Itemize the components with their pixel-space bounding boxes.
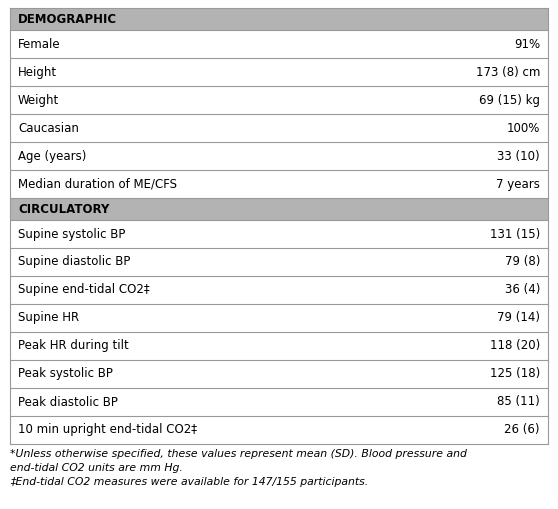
- Bar: [10, 114, 548, 142]
- Bar: [10, 360, 548, 388]
- Bar: [10, 198, 548, 220]
- Text: Female: Female: [18, 38, 61, 50]
- Text: Height: Height: [18, 66, 57, 78]
- Text: 125 (18): 125 (18): [490, 367, 540, 381]
- Text: Supine systolic BP: Supine systolic BP: [18, 228, 126, 240]
- Bar: [10, 58, 548, 86]
- Text: 85 (11): 85 (11): [497, 395, 540, 409]
- Bar: [10, 248, 548, 276]
- Text: Peak HR during tilt: Peak HR during tilt: [18, 340, 129, 353]
- Text: 10 min upright end-tidal CO2‡: 10 min upright end-tidal CO2‡: [18, 423, 197, 437]
- Text: 79 (14): 79 (14): [497, 312, 540, 325]
- Text: DEMOGRAPHIC: DEMOGRAPHIC: [18, 13, 117, 25]
- Text: Supine end-tidal CO2‡: Supine end-tidal CO2‡: [18, 284, 150, 297]
- Bar: [10, 8, 548, 30]
- Bar: [10, 416, 548, 444]
- Text: Peak systolic BP: Peak systolic BP: [18, 367, 113, 381]
- Text: Age (years): Age (years): [18, 150, 86, 162]
- Text: 131 (15): 131 (15): [490, 228, 540, 240]
- Text: 173 (8) cm: 173 (8) cm: [475, 66, 540, 78]
- Text: ‡End-tidal CO2 measures were available for 147/155 participants.: ‡End-tidal CO2 measures were available f…: [10, 477, 368, 487]
- Text: Supine HR: Supine HR: [18, 312, 79, 325]
- Text: 33 (10): 33 (10): [497, 150, 540, 162]
- Text: *Unless otherwise specified, these values represent mean (SD). Blood pressure an: *Unless otherwise specified, these value…: [10, 449, 467, 459]
- Bar: [10, 30, 548, 58]
- Text: 100%: 100%: [507, 122, 540, 134]
- Text: Weight: Weight: [18, 94, 59, 106]
- Text: 118 (20): 118 (20): [490, 340, 540, 353]
- Text: Supine diastolic BP: Supine diastolic BP: [18, 256, 131, 269]
- Bar: [10, 388, 548, 416]
- Text: 69 (15) kg: 69 (15) kg: [479, 94, 540, 106]
- Bar: [10, 170, 548, 198]
- Text: 7 years: 7 years: [496, 178, 540, 190]
- Text: Median duration of ME/CFS: Median duration of ME/CFS: [18, 178, 177, 190]
- Text: 26 (6): 26 (6): [504, 423, 540, 437]
- Bar: [10, 304, 548, 332]
- Text: 36 (4): 36 (4): [504, 284, 540, 297]
- Bar: [10, 276, 548, 304]
- Text: CIRCULATORY: CIRCULATORY: [18, 203, 109, 215]
- Text: Peak diastolic BP: Peak diastolic BP: [18, 395, 118, 409]
- Bar: [10, 142, 548, 170]
- Bar: [10, 86, 548, 114]
- Text: 91%: 91%: [514, 38, 540, 50]
- Text: 79 (8): 79 (8): [504, 256, 540, 269]
- Bar: [10, 220, 548, 248]
- Text: end-tidal CO2 units are mm Hg.: end-tidal CO2 units are mm Hg.: [10, 463, 183, 473]
- Text: Caucasian: Caucasian: [18, 122, 79, 134]
- Bar: [10, 332, 548, 360]
